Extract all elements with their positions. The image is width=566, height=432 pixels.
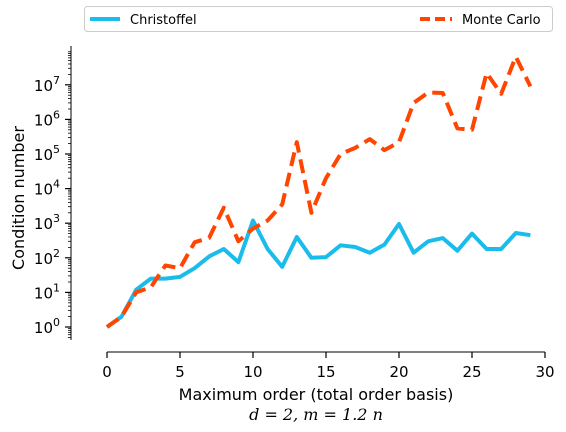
y-axis-label: Condition number [9, 126, 28, 270]
series-line-monte-carlo [105, 54, 533, 329]
y-tick-label: 107 [34, 74, 60, 95]
x-tick-label: 20 [389, 363, 408, 381]
legend-label-christoffel: Christoffel [130, 13, 197, 28]
y-ticks: 100 101 102 103 104 105 106 107 [34, 51, 71, 338]
y-tick-label: 104 [34, 178, 60, 199]
y-tick-label: 103 [34, 212, 60, 233]
legend-frame [84, 6, 553, 32]
y-tick-label: 106 [34, 108, 60, 129]
x-tick-label: 30 [535, 363, 554, 381]
x-tick-label: 5 [175, 363, 185, 381]
y-tick-label: 100 [34, 316, 60, 337]
y-tick-label: 101 [34, 281, 60, 302]
x-axis-label: Maximum order (total order basis) [179, 385, 454, 404]
y-tick-label: 102 [34, 247, 60, 268]
y-tick-label: 105 [34, 143, 60, 164]
legend: Christoffel Monte Carlo [84, 6, 553, 32]
x-axis-sublabel: d = 2, m = 1.2 n [249, 405, 383, 424]
x-ticks: 0 5 10 15 20 25 30 [102, 352, 555, 381]
x-tick-label: 25 [462, 363, 481, 381]
series-line-christoffel [105, 218, 531, 329]
x-tick-label: 15 [316, 363, 335, 381]
x-tick-label: 10 [243, 363, 262, 381]
series-lines [105, 54, 533, 329]
legend-label-monte-carlo: Monte Carlo [462, 13, 541, 28]
x-tick-label: 0 [102, 363, 112, 381]
